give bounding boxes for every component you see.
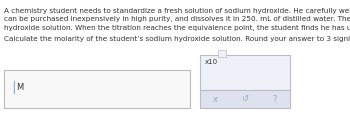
Text: A chemistry student needs to standardize a fresh solution of sodium hydroxide. H: A chemistry student needs to standardize…	[4, 8, 350, 15]
Bar	[4, 70, 190, 108]
Bar	[200, 90, 290, 108]
Text: hydroxide solution. When the titration reaches the equivalence point, the studen: hydroxide solution. When the titration r…	[4, 25, 350, 31]
Text: ↺: ↺	[241, 95, 248, 103]
Text: x: x	[212, 95, 217, 103]
Bar	[218, 50, 226, 57]
Text: can be purchased inexpensively in high purity, and dissolves it in 250. mL of di: can be purchased inexpensively in high p…	[4, 16, 350, 23]
Text: Calculate the molarity of the student’s sodium hydroxide solution. Round your an: Calculate the molarity of the student’s …	[4, 37, 350, 42]
Text: ?: ?	[273, 95, 277, 103]
Text: x10: x10	[205, 59, 218, 65]
Bar	[200, 55, 290, 90]
Text: M: M	[16, 83, 23, 91]
Text: │: │	[10, 80, 17, 94]
